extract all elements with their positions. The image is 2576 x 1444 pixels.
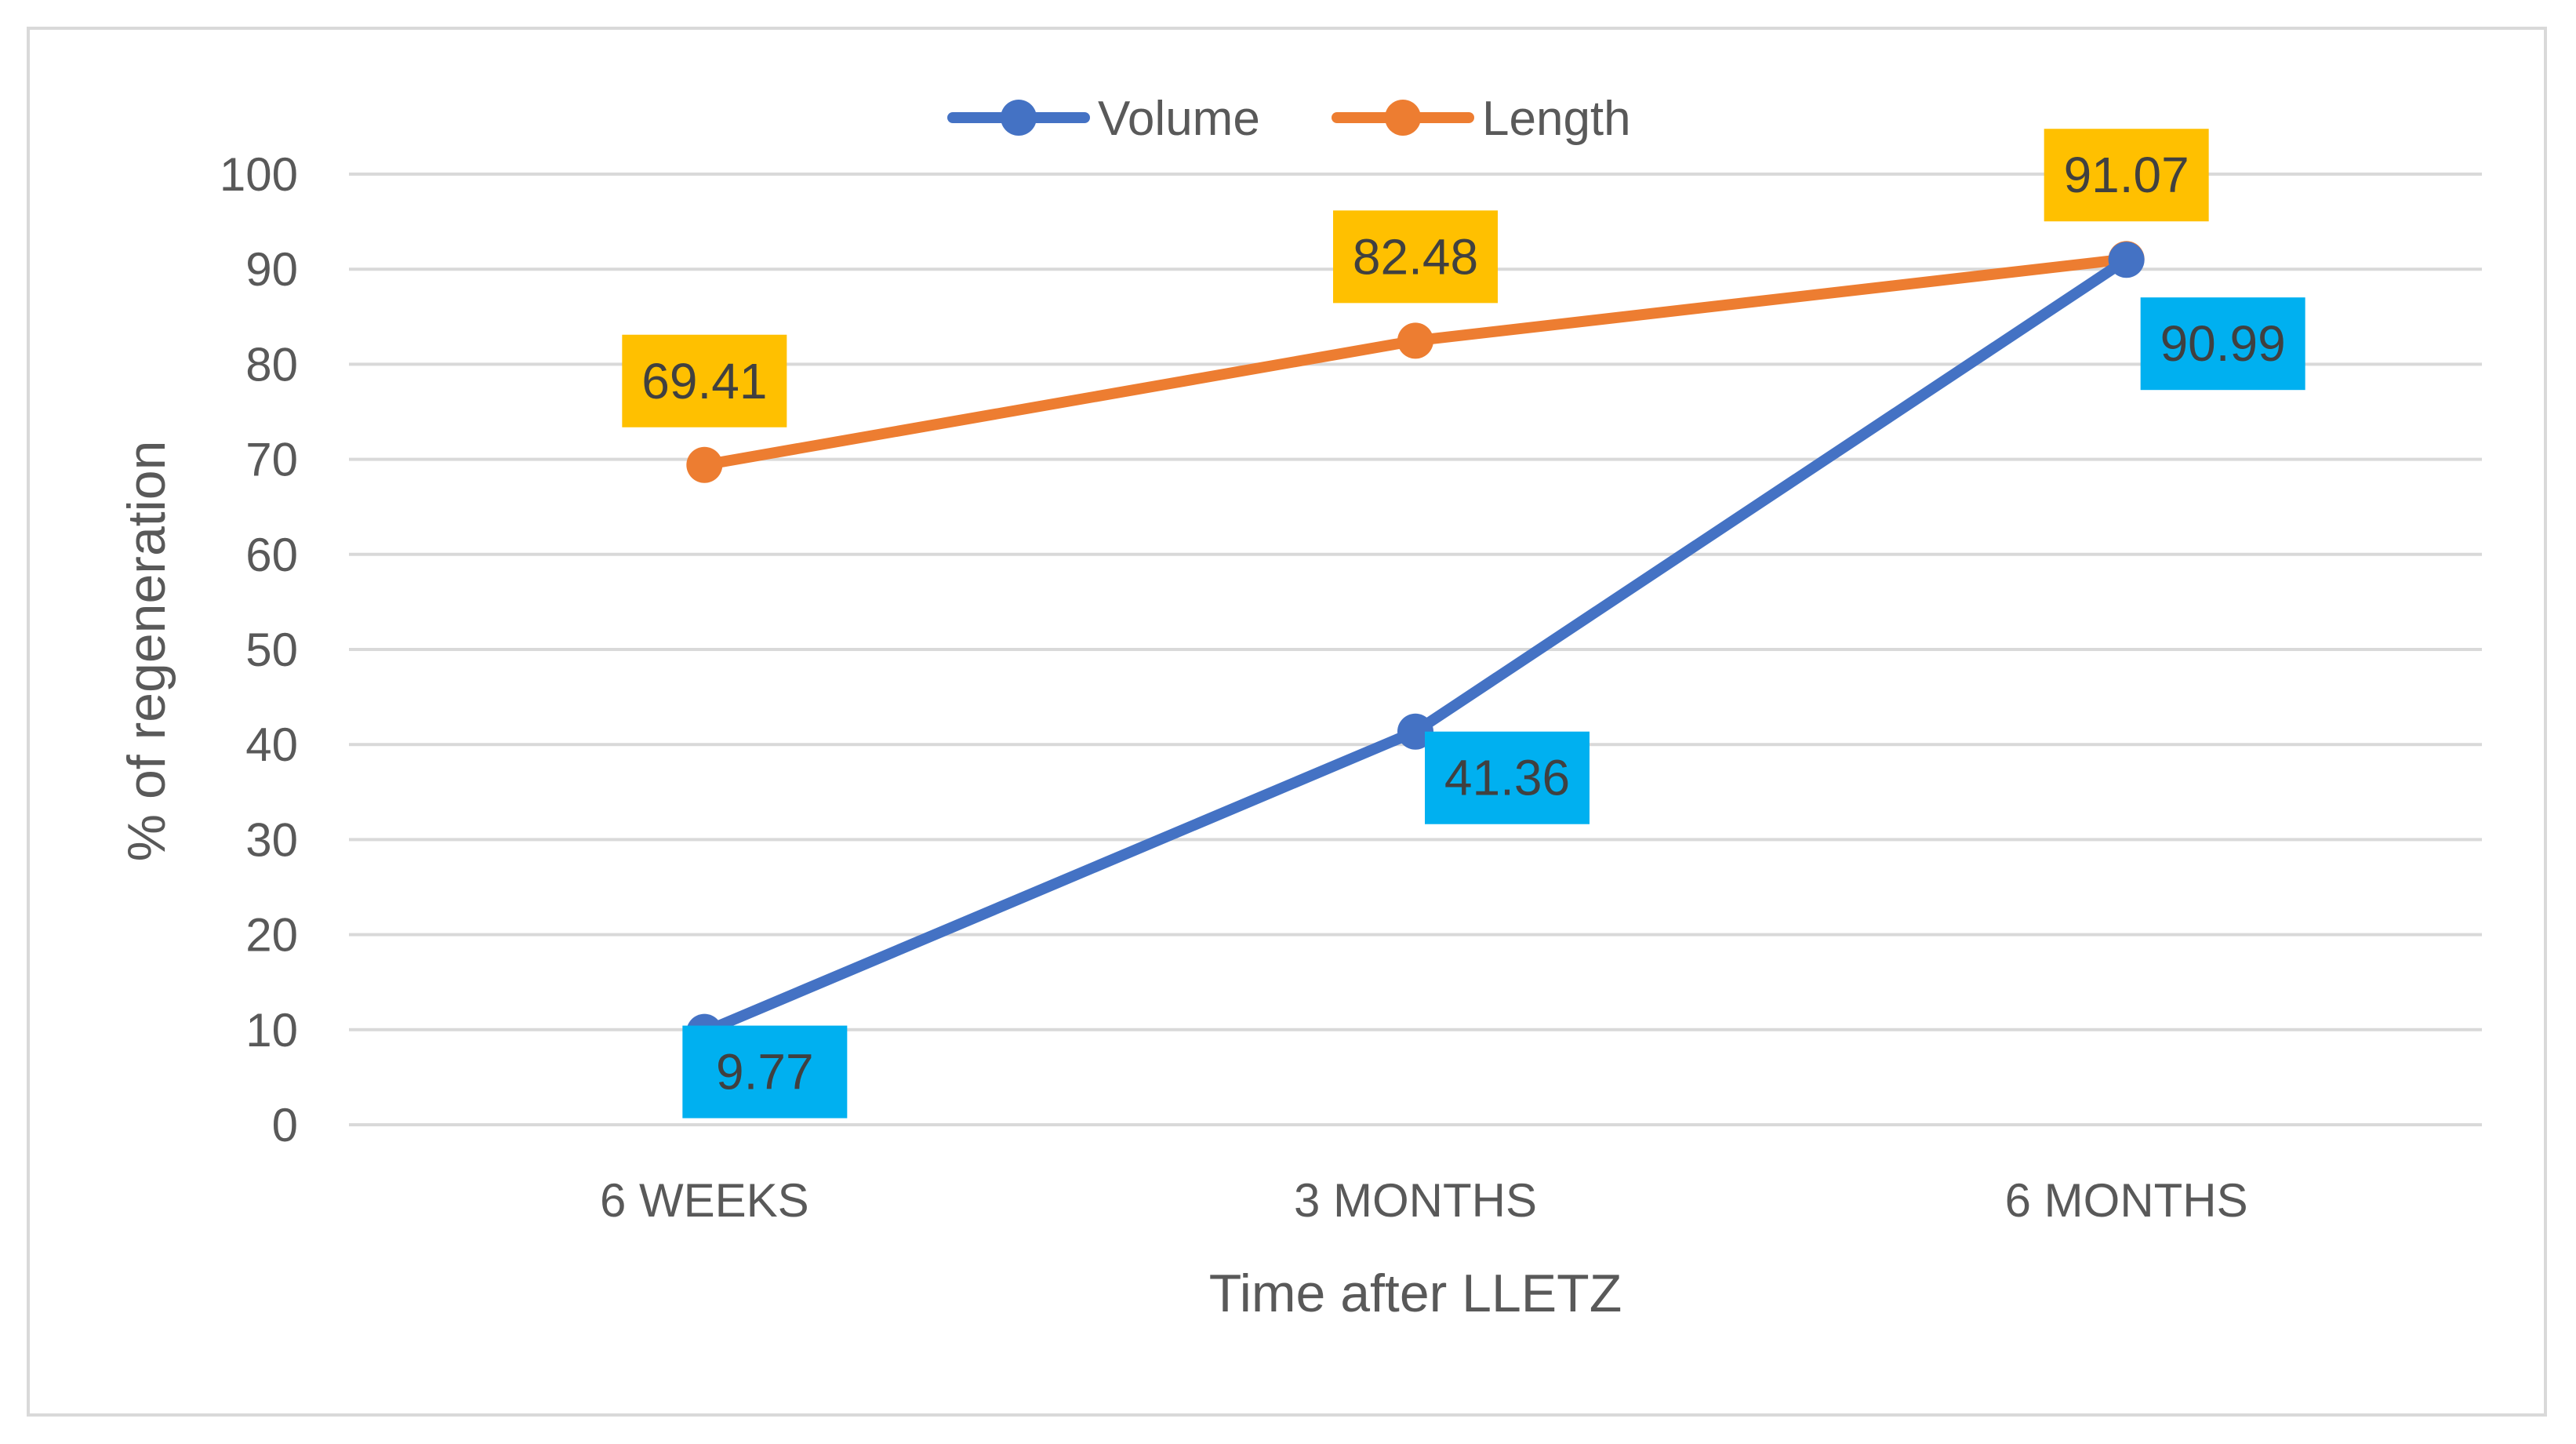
legend-label-length: Length	[1482, 92, 1631, 146]
legend-label-volume: Volume	[1098, 92, 1260, 146]
legend-marker-length	[1385, 100, 1421, 136]
data-point-volume	[2108, 242, 2145, 278]
y-tick-label: 70	[245, 434, 298, 486]
y-axis-title: % of regeneration	[117, 441, 176, 862]
data-point-length	[686, 446, 723, 483]
x-tick-label: 6 MONTHS	[2005, 1174, 2248, 1227]
legend: Volume Length	[947, 92, 1631, 146]
y-tick-label: 40	[245, 718, 298, 771]
series-lines	[686, 241, 2145, 1050]
data-label-bg	[1333, 210, 1498, 304]
data-label-bg	[622, 334, 787, 427]
data-label: 41.36	[1444, 750, 1570, 806]
y-tick-label: 80	[245, 338, 298, 391]
y-axis-ticks: 0 10 20 30 40 50 60 70 80 90 100	[220, 148, 298, 1151]
x-axis-ticks: 6 WEEKS 3 MONTHS 6 MONTHS	[600, 1174, 2248, 1227]
data-label: 9.77	[716, 1044, 814, 1100]
x-axis-title: Time after LLETZ	[1209, 1264, 1622, 1323]
y-tick-label: 90	[245, 243, 298, 296]
data-label: 82.48	[1353, 228, 1478, 285]
y-tick-label: 0	[272, 1099, 298, 1151]
y-tick-label: 10	[245, 1004, 298, 1057]
data-label-bg	[1425, 731, 1590, 824]
data-label-bg	[2140, 297, 2305, 391]
data-label: 91.07	[2064, 147, 2189, 203]
data-label-bg	[2044, 129, 2209, 222]
data-label: 90.99	[2160, 315, 2286, 372]
y-tick-label: 60	[245, 529, 298, 581]
data-point-volume	[1397, 713, 1433, 750]
y-tick-label: 20	[245, 909, 298, 962]
legend-marker-volume	[1001, 100, 1037, 136]
data-labels: 9.77 41.36 90.99 69.41 82.48 91.07	[622, 129, 2305, 1118]
y-tick-label: 30	[245, 813, 298, 866]
data-label: 69.41	[641, 353, 767, 409]
y-tick-label: 50	[245, 624, 298, 676]
x-tick-label: 6 WEEKS	[600, 1174, 809, 1227]
data-point-length	[1397, 322, 1433, 359]
y-tick-label: 100	[220, 148, 298, 201]
x-tick-label: 3 MONTHS	[1294, 1174, 1537, 1227]
data-label-bg	[682, 1025, 848, 1118]
